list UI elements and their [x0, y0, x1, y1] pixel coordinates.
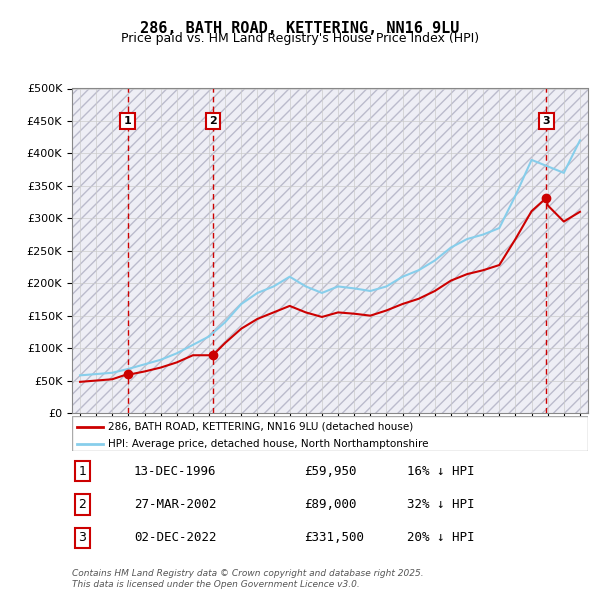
Text: Contains HM Land Registry data © Crown copyright and database right 2025.
This d: Contains HM Land Registry data © Crown c… [72, 569, 424, 589]
Text: £59,950: £59,950 [304, 464, 357, 477]
Text: 1: 1 [79, 464, 86, 477]
Text: 13-DEC-1996: 13-DEC-1996 [134, 464, 217, 477]
Text: 2: 2 [209, 116, 217, 126]
Text: 3: 3 [79, 532, 86, 545]
Text: 02-DEC-2022: 02-DEC-2022 [134, 532, 217, 545]
Text: HPI: Average price, detached house, North Northamptonshire: HPI: Average price, detached house, Nort… [108, 440, 428, 449]
Text: 32% ↓ HPI: 32% ↓ HPI [407, 498, 475, 511]
Text: £331,500: £331,500 [304, 532, 364, 545]
Text: 2: 2 [79, 498, 86, 511]
FancyBboxPatch shape [72, 416, 588, 451]
Text: 3: 3 [542, 116, 550, 126]
Text: 286, BATH ROAD, KETTERING, NN16 9LU: 286, BATH ROAD, KETTERING, NN16 9LU [140, 21, 460, 35]
Text: £89,000: £89,000 [304, 498, 357, 511]
Text: 286, BATH ROAD, KETTERING, NN16 9LU (detached house): 286, BATH ROAD, KETTERING, NN16 9LU (det… [108, 422, 413, 431]
Text: 16% ↓ HPI: 16% ↓ HPI [407, 464, 475, 477]
Text: Price paid vs. HM Land Registry's House Price Index (HPI): Price paid vs. HM Land Registry's House … [121, 32, 479, 45]
Text: 20% ↓ HPI: 20% ↓ HPI [407, 532, 475, 545]
Text: 1: 1 [124, 116, 131, 126]
Text: 27-MAR-2002: 27-MAR-2002 [134, 498, 217, 511]
